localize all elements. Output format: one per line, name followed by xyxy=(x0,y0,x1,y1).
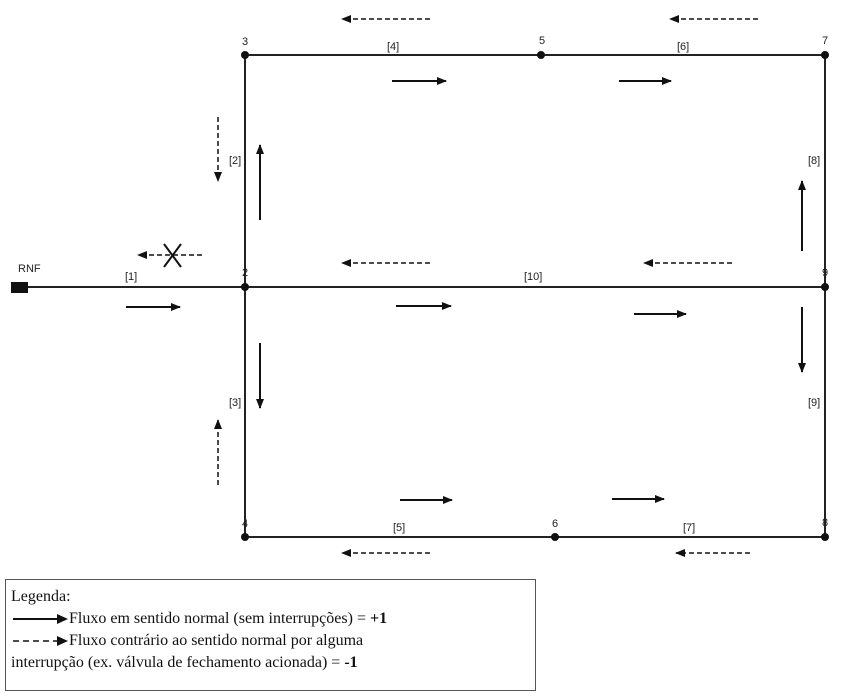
legend-dashed-row: Fluxo contrário ao sentido normal por al… xyxy=(11,630,535,652)
pipe-label-7: [7] xyxy=(683,522,695,534)
dashed-arrow-icon xyxy=(13,636,68,647)
legend-solid-value: +1 xyxy=(369,610,388,627)
node-label-3: 3 xyxy=(242,36,248,48)
node-4 xyxy=(241,533,249,541)
reverse-flow-arrows xyxy=(137,15,758,557)
node-label-6: 6 xyxy=(552,518,558,530)
pipe-label-6: [6] xyxy=(677,41,689,53)
legend-title: Legenda: xyxy=(11,588,71,605)
rnf-label: RNF xyxy=(18,263,41,275)
rnf-reservoir xyxy=(11,282,28,293)
node-label-2: 2 xyxy=(242,267,248,279)
legend-solid-row: Fluxo em sentido normal (sem interrupçõe… xyxy=(11,608,535,630)
pipe-label-8: [8] xyxy=(808,155,820,167)
pipe-label-3: [3] xyxy=(229,397,241,409)
legend-dashed-value: -1 xyxy=(344,654,358,671)
legend-solid-text: Fluxo em sentido normal (sem interrupçõe… xyxy=(69,610,370,627)
node-label-7: 7 xyxy=(822,35,828,47)
node-7 xyxy=(821,51,829,59)
legend-box: Legenda: Fluxo em sentido normal (sem in… xyxy=(5,579,536,691)
pipe-label-5: [5] xyxy=(393,522,405,534)
node-label-8: 8 xyxy=(822,517,828,529)
solid-arrow-icon xyxy=(13,614,68,625)
pipe-label-10: [10] xyxy=(524,271,542,283)
node-2 xyxy=(241,283,249,291)
pipes xyxy=(28,54,826,538)
node-3 xyxy=(241,51,249,59)
node-label-4: 4 xyxy=(242,518,248,530)
node-8 xyxy=(821,533,829,541)
nodes xyxy=(241,51,829,541)
legend-dashed-row-2: interrupção (ex. válvula de fechamento a… xyxy=(11,652,535,674)
pipe-label-1: [1] xyxy=(125,271,137,283)
pipe-label-4: [4] xyxy=(387,41,399,53)
legend-dashed-text-2: interrupção (ex. válvula de fechamento a… xyxy=(11,654,345,671)
node-6 xyxy=(551,533,559,541)
node-label-5: 5 xyxy=(539,35,545,47)
pipe-label-9: [9] xyxy=(808,397,820,409)
legend-dashed-text-1: Fluxo contrário ao sentido normal por al… xyxy=(69,632,364,649)
blocked-flow-x-icon xyxy=(163,243,182,268)
normal-flow-arrows xyxy=(126,77,806,504)
pipe-label-2: [2] xyxy=(229,155,241,167)
node-label-9: 9 xyxy=(822,267,828,279)
node-5 xyxy=(537,51,545,59)
node-9 xyxy=(821,283,829,291)
